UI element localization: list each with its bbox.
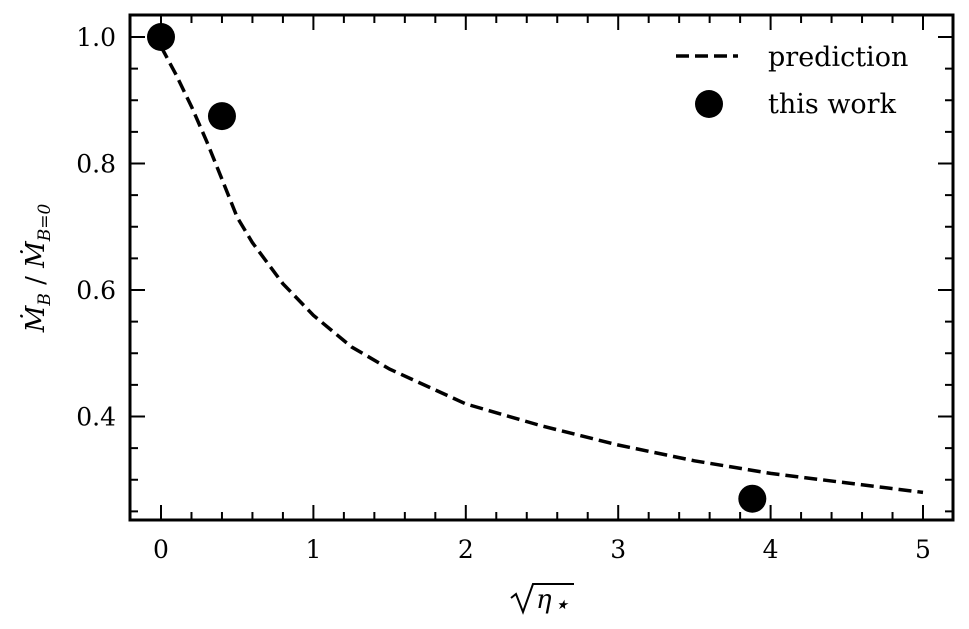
y-tick-label: 0.6 [76,276,116,305]
x-axis-label-main: η [536,585,552,615]
x-axis-label-sub: ⋆ [553,590,569,620]
x-axis-label: η ⋆ [510,583,574,620]
y-axis-label-main-2: Ṁ [20,240,51,269]
y-tick-label: 1.0 [76,23,116,52]
ticks-layer [130,15,953,520]
legend-circle-marker-icon [695,90,723,118]
legend-label-prediction: prediction [768,42,908,73]
y-axis-label-sub-1: B [35,293,55,307]
y-axis-label-main-1: Ṁ [20,304,51,333]
y-tick-label: 0.4 [76,403,116,432]
svg-text:ṀB / ṀB=0: ṀB / ṀB=0 [20,204,55,334]
legend: prediction this work [676,42,908,120]
x-tick-label: 4 [763,535,779,564]
data-point-marker [207,102,236,131]
y-tick-label: 0.8 [76,150,116,179]
x-tick-label: 2 [458,535,474,564]
x-tick-label: 5 [915,535,931,564]
axes-frame [128,13,955,522]
data-point-marker [738,484,767,513]
x-tick-label: 3 [610,535,626,564]
y-axis-label: ṀB / ṀB=0 [20,204,55,334]
y-axis-label-sep: / [21,268,51,293]
y-axis-label-sub-2: B=0 [35,204,55,243]
data-point-marker [147,23,175,51]
legend-label-this-work: this work [768,89,897,120]
x-tick-label: 1 [305,535,321,564]
sqrt-radical-icon [510,583,574,615]
prediction-curve [159,45,924,495]
series-layer [147,23,924,513]
tick-labels: 0 1 2 3 4 5 0.4 0.6 0.8 1.0 [76,23,931,564]
x-tick-label: 0 [153,535,169,564]
